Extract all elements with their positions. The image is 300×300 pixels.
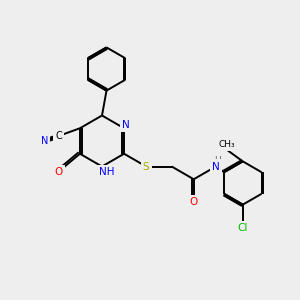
Text: H: H	[214, 156, 221, 165]
Text: C: C	[56, 131, 62, 141]
Text: S: S	[143, 161, 149, 172]
Text: NH: NH	[99, 167, 114, 177]
Text: N: N	[41, 136, 48, 146]
Text: N: N	[212, 161, 220, 172]
Text: Cl: Cl	[238, 223, 248, 233]
Text: CH₃: CH₃	[218, 140, 235, 149]
Text: O: O	[190, 197, 198, 207]
Text: O: O	[55, 167, 63, 177]
Text: N: N	[122, 120, 130, 130]
